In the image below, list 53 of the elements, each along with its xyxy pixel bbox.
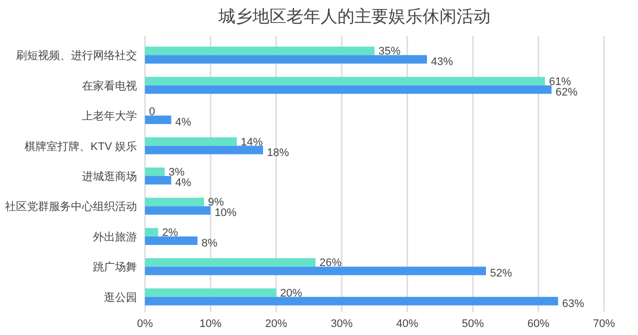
x-tick-label: 60%	[527, 318, 550, 330]
x-tick-label: 70%	[592, 318, 616, 330]
data-label: 10%	[214, 207, 237, 220]
bar	[145, 85, 552, 94]
x-tick-label: 50%	[462, 318, 484, 330]
y-tick-label: 跳广场舞	[93, 260, 137, 274]
y-tick-label: 社区党群服务中心组织活动	[5, 200, 137, 214]
bar	[145, 296, 558, 306]
data-label: 9%	[208, 196, 224, 209]
chart-title: 城乡地区老年人的主要娱乐休闲活动	[218, 7, 490, 26]
y-tick-label: 进城逛商场	[82, 170, 137, 183]
bar	[145, 206, 211, 215]
data-label: 4%	[175, 177, 192, 189]
bar	[145, 76, 545, 86]
data-label: 35%	[378, 46, 401, 58]
bar	[145, 168, 165, 176]
data-label: 4%	[175, 116, 192, 129]
data-label: 26%	[319, 257, 342, 270]
x-tick-label: 30%	[330, 318, 353, 330]
y-tick-label: 刷短视频、进行网络社交	[16, 49, 137, 62]
bar	[145, 288, 276, 297]
bar	[145, 146, 264, 154]
data-label: 18%	[267, 146, 290, 159]
bar	[145, 266, 486, 276]
data-label: 61%	[548, 76, 572, 88]
data-label: 63%	[562, 298, 584, 310]
data-label: 8%	[201, 237, 218, 250]
bar	[145, 228, 158, 236]
bar	[145, 137, 237, 146]
bar	[145, 176, 172, 184]
y-tick-label: 棋牌室打牌、KTV 娱乐	[24, 140, 137, 153]
x-tick-label: 20%	[265, 318, 288, 330]
x-tick-label: 10%	[200, 318, 222, 330]
data-label: 0	[149, 106, 156, 118]
data-label: 14%	[240, 136, 264, 148]
x-tick-label: 40%	[396, 318, 419, 330]
data-label: 3%	[168, 166, 185, 178]
y-tick-label: 在家看电视	[82, 79, 137, 92]
y-tick-label: 上老年大学	[82, 110, 137, 123]
bar	[145, 258, 316, 267]
data-label: 43%	[430, 56, 454, 68]
data-label: 62%	[556, 86, 578, 98]
bar	[145, 236, 198, 245]
bar	[145, 116, 172, 124]
data-label: 2%	[162, 226, 178, 239]
bar	[145, 55, 427, 64]
bar	[145, 46, 374, 56]
x-tick-label: 0%	[137, 318, 154, 330]
data-label: 52%	[490, 268, 512, 280]
data-label: 20%	[280, 287, 302, 300]
y-tick-label: 外出旅游	[93, 230, 137, 244]
bar	[145, 198, 204, 206]
y-tick-label: 逛公园	[104, 290, 137, 304]
